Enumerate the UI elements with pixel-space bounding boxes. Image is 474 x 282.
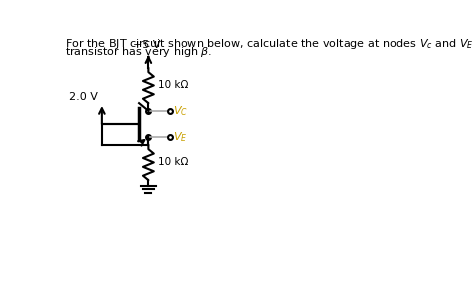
Text: 2.0 V: 2.0 V <box>69 92 98 102</box>
Text: For the BJT circuit shown below, calculate the voltage at nodes $V_c$ and $V_E$.: For the BJT circuit shown below, calcula… <box>65 37 474 51</box>
Text: 10 kΩ: 10 kΩ <box>158 80 188 91</box>
Text: +5 V: +5 V <box>133 40 161 50</box>
Text: $V_C$: $V_C$ <box>173 104 188 118</box>
Text: transistor has very high $\beta$.: transistor has very high $\beta$. <box>65 45 213 60</box>
Text: $V_E$: $V_E$ <box>173 130 188 144</box>
Text: 10 kΩ: 10 kΩ <box>158 157 188 168</box>
